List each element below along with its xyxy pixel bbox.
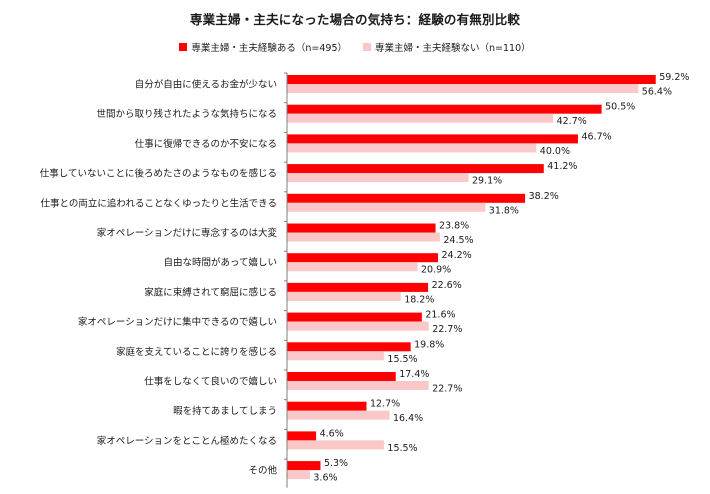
data-label-experienced: 41.2% [547, 161, 577, 172]
data-label-not-experienced: 16.4% [393, 413, 423, 424]
data-label-experienced: 17.4% [399, 369, 429, 380]
chart-title: 専業主婦・主夫になった場合の気持ち：経験の有無別比較 [189, 12, 521, 27]
data-label-not-experienced: 56.4% [642, 87, 672, 98]
category-label: 家庭に束縛されて窮屈に感じる [144, 286, 277, 298]
data-label-experienced: 12.7% [370, 399, 400, 410]
category-label: 世間から取り残されたような気持ちになる [96, 108, 277, 120]
bar-not-experienced [287, 143, 537, 153]
bar-experienced [287, 134, 578, 144]
bar-not-experienced [287, 173, 469, 183]
data-label-not-experienced: 42.7% [557, 116, 587, 127]
bar-not-experienced [287, 84, 639, 93]
legend-swatch-not-experienced [363, 43, 371, 51]
legend-item-experienced: 専業主婦・主夫経験ある（n=495） [179, 40, 347, 54]
category-label: 家オペレーションだけに集中できるので嬉しい [78, 316, 277, 328]
category-label: 仕事との両立に追われることなくゆったりと生活できる [41, 197, 277, 209]
category-label: 家オペレーションをとことん極めたくなる [97, 435, 277, 447]
bar-not-experienced [287, 291, 401, 301]
legend: 専業主婦・主夫経験ある（n=495） 専業主婦・主夫経験ない（n=110） [0, 40, 710, 54]
data-label-experienced: 50.5% [605, 102, 635, 113]
category-label: 家庭を支えていることに誇りを感じる [116, 346, 277, 358]
bar-experienced [287, 461, 321, 471]
bar-experienced [287, 312, 422, 322]
data-label-not-experienced: 20.9% [421, 265, 451, 276]
category-label: 家オペレーションだけに専念するのは大変 [97, 227, 278, 239]
bar-experienced [287, 282, 429, 292]
bar-not-experienced [287, 262, 418, 272]
data-label-experienced: 38.2% [529, 191, 559, 202]
data-label-not-experienced: 31.8% [489, 205, 519, 216]
legend-label-experienced: 専業主婦・主夫経験ある（n=495） [191, 43, 347, 54]
category-label: 仕事していないことに後ろめたさのようなものを感じる [40, 168, 277, 180]
bar-not-experienced [287, 321, 429, 331]
category-label: 仕事をしなくて良いので嬉しい [144, 376, 277, 388]
data-label-experienced: 21.6% [425, 310, 455, 321]
data-label-experienced: 23.8% [439, 221, 469, 232]
bar-not-experienced [287, 351, 384, 361]
category-label: 自分が自由に使えるお金が少ない [135, 79, 277, 91]
legend-swatch-experienced [179, 43, 188, 51]
bar-experienced [287, 431, 317, 441]
bar-experienced [287, 372, 396, 381]
data-label-experienced: 24.2% [442, 250, 472, 261]
bar-experienced [287, 104, 602, 114]
data-label-not-experienced: 24.5% [443, 235, 473, 246]
legend-label-not-experienced: 専業主婦・主夫経験ない（n=110） [375, 43, 531, 54]
bar-experienced [287, 401, 367, 411]
bar-not-experienced [287, 202, 486, 212]
data-label-not-experienced: 15.5% [387, 443, 417, 454]
data-label-not-experienced: 15.5% [387, 354, 417, 365]
bar-not-experienced [287, 410, 390, 420]
bar-experienced [287, 223, 436, 233]
bar-not-experienced [287, 440, 384, 450]
data-label-not-experienced: 40.0% [540, 146, 570, 157]
bar-experienced [287, 193, 526, 203]
category-label: その他 [248, 465, 277, 477]
data-label-experienced: 4.6% [320, 428, 344, 439]
bar-experienced [287, 164, 544, 174]
data-label-experienced: 19.8% [414, 339, 444, 350]
category-label: 自由な時間があって嬉しい [163, 257, 277, 269]
legend-item-not-experienced: 専業主婦・主夫経験ない（n=110） [363, 40, 531, 54]
data-label-experienced: 22.6% [432, 280, 462, 291]
data-label-experienced: 59.2% [659, 72, 689, 83]
bar-not-experienced [287, 232, 440, 242]
bar-experienced [287, 75, 656, 84]
bar-experienced [287, 253, 439, 263]
data-label-not-experienced: 22.7% [432, 384, 462, 395]
data-label-not-experienced: 18.2% [404, 294, 434, 305]
data-label-not-experienced: 29.1% [472, 176, 502, 187]
bar-not-experienced [287, 381, 429, 390]
bar-not-experienced [287, 113, 554, 123]
category-label: 暇を持てあましてしまう [173, 405, 277, 417]
data-label-experienced: 46.7% [581, 131, 611, 142]
category-label: 仕事に復帰できるのか不安になる [135, 138, 277, 150]
bar-experienced [287, 342, 411, 352]
data-label-not-experienced: 22.7% [432, 324, 462, 335]
data-label-experienced: 5.3% [324, 458, 348, 469]
bar-not-experienced [287, 470, 310, 480]
data-label-not-experienced: 3.6% [313, 473, 337, 484]
